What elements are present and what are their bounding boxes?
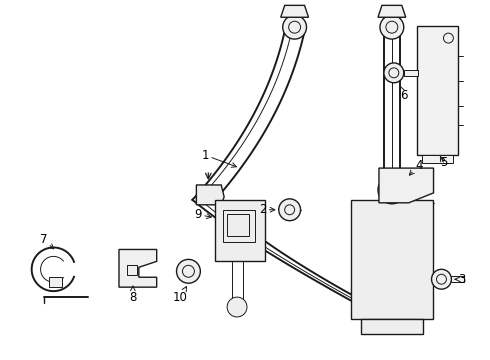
Text: 10: 10 [173, 287, 188, 303]
Text: 2: 2 [259, 203, 275, 216]
Circle shape [386, 184, 398, 196]
Circle shape [384, 63, 404, 83]
Text: 7: 7 [40, 233, 53, 249]
Polygon shape [361, 319, 422, 334]
Text: 1: 1 [201, 149, 236, 167]
Circle shape [182, 265, 195, 277]
Circle shape [389, 68, 399, 78]
Circle shape [386, 21, 398, 33]
Bar [404, 70, 417, 76]
Text: 6: 6 [400, 86, 408, 102]
Circle shape [289, 21, 300, 33]
Bar [215, 200, 265, 261]
Circle shape [432, 269, 451, 289]
Polygon shape [196, 185, 224, 205]
Polygon shape [379, 168, 434, 203]
Text: 8: 8 [129, 286, 137, 303]
Circle shape [279, 199, 300, 221]
Circle shape [285, 205, 294, 215]
Text: 5: 5 [440, 156, 447, 168]
Circle shape [283, 15, 307, 39]
Polygon shape [119, 249, 157, 287]
Text: 3: 3 [455, 273, 466, 286]
Bar [127, 265, 137, 275]
Bar [351, 200, 433, 319]
Circle shape [378, 176, 406, 204]
Bar [227, 214, 249, 235]
Text: 4: 4 [409, 159, 422, 175]
Circle shape [176, 260, 200, 283]
Polygon shape [378, 5, 406, 17]
Bar [451, 276, 465, 282]
Circle shape [437, 274, 446, 284]
Circle shape [227, 297, 247, 317]
Circle shape [443, 33, 453, 43]
Bar [223, 210, 255, 242]
Polygon shape [281, 5, 309, 17]
Bar [49, 277, 62, 287]
Text: 9: 9 [195, 208, 211, 221]
Bar [416, 26, 458, 155]
Polygon shape [421, 155, 453, 163]
Circle shape [380, 15, 404, 39]
